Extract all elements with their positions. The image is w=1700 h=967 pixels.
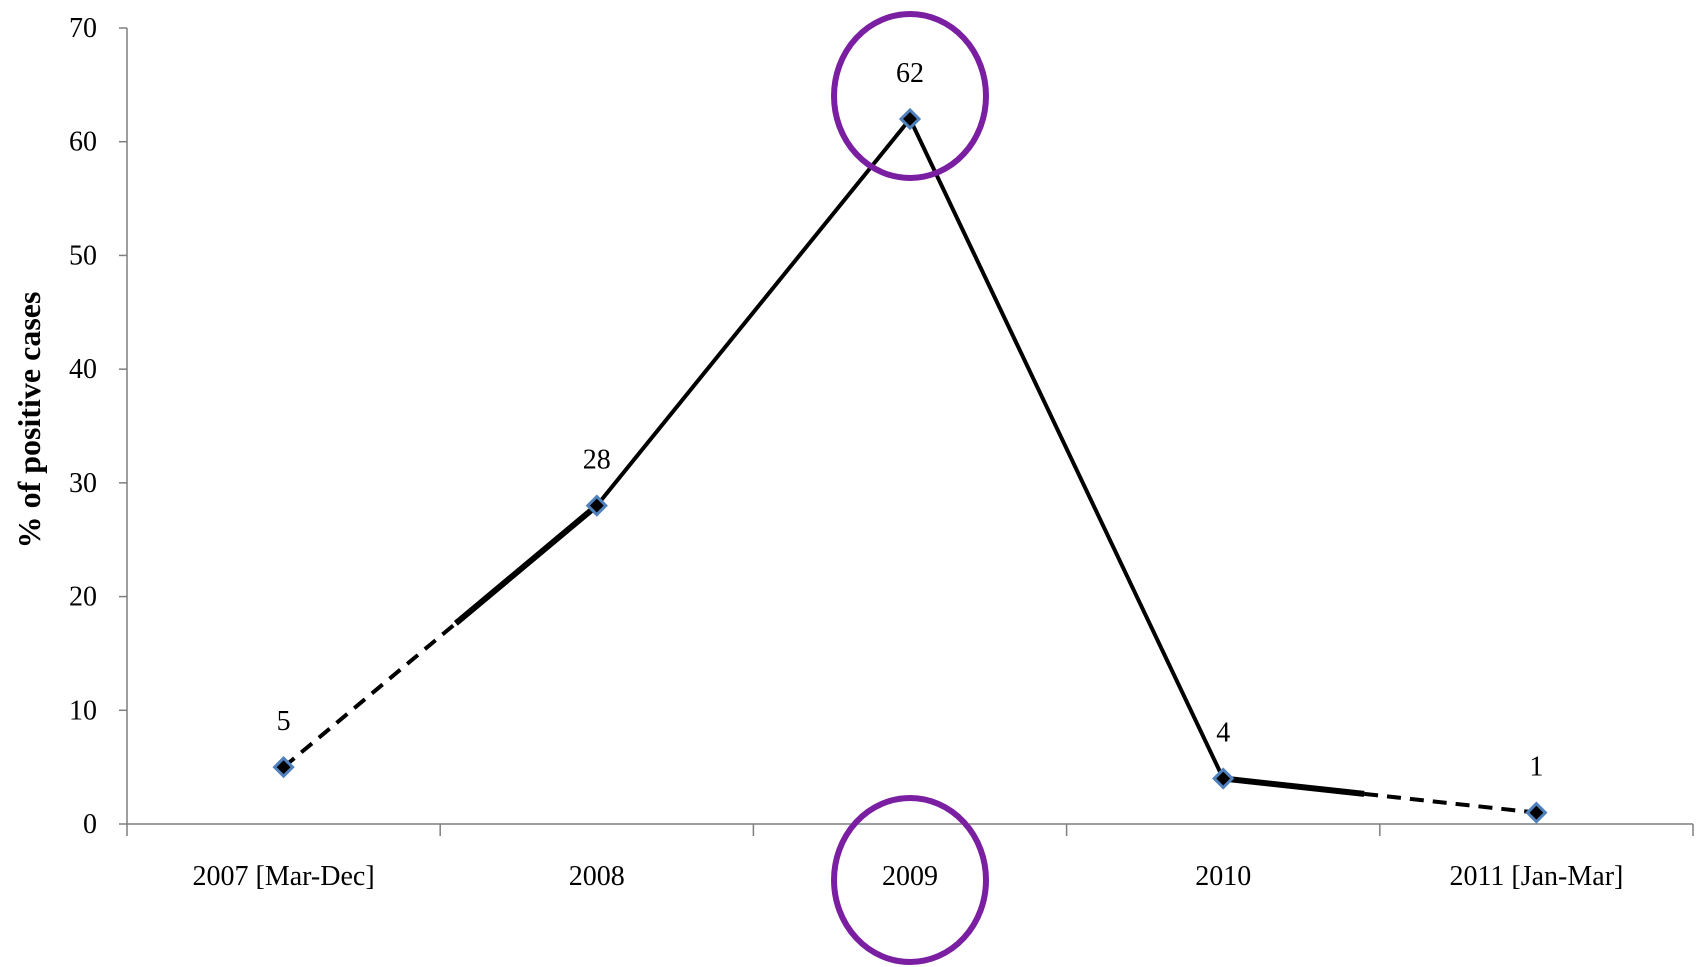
data-point bbox=[898, 107, 922, 131]
data-point bbox=[1212, 767, 1235, 790]
data-points bbox=[272, 107, 1548, 824]
x-tick-label: 2008 bbox=[569, 861, 625, 892]
y-axis-title: % of positive cases bbox=[11, 292, 47, 549]
data-label: 4 bbox=[1216, 718, 1230, 749]
data-label: 5 bbox=[277, 706, 291, 737]
highlight-circle-category bbox=[831, 795, 989, 965]
series-line bbox=[282, 117, 1537, 815]
data-point bbox=[585, 494, 608, 517]
axes bbox=[119, 27, 1694, 836]
line-segment-dashed bbox=[282, 621, 458, 769]
line-segment-solid bbox=[595, 117, 912, 507]
data-point bbox=[1525, 801, 1548, 824]
data-label: 62 bbox=[896, 58, 924, 89]
y-tick-label: 50 bbox=[69, 240, 97, 271]
y-tick-label: 0 bbox=[83, 809, 97, 840]
y-tick-label: 10 bbox=[69, 695, 97, 726]
x-tick-label: 2009 bbox=[882, 861, 938, 892]
x-tick-label: 2011 [Jan-Mar] bbox=[1449, 861, 1623, 892]
y-tick-label: 20 bbox=[69, 582, 97, 613]
y-tick-label: 70 bbox=[69, 13, 97, 44]
y-tick-label: 60 bbox=[69, 127, 97, 158]
data-label: 28 bbox=[583, 445, 611, 476]
data-label: 1 bbox=[1529, 752, 1543, 783]
y-tick-label: 30 bbox=[69, 468, 97, 499]
x-tick-label: 2007 [Mar-Dec] bbox=[193, 861, 375, 892]
highlight-circle-peak bbox=[831, 10, 989, 181]
data-point bbox=[272, 756, 295, 779]
line-segment-dashed bbox=[1363, 791, 1537, 815]
highlight-circles bbox=[831, 10, 989, 965]
y-axis-tick-labels: 0 10 20 30 40 50 60 70 bbox=[69, 13, 97, 840]
y-tick-label: 40 bbox=[69, 354, 97, 385]
data-labels: 5 28 62 4 1 bbox=[277, 58, 1544, 783]
line-segment-solid bbox=[453, 503, 599, 626]
x-axis-tick-labels: 2007 [Mar-Dec] 2008 2009 2010 2011 [Jan-Mar] bbox=[193, 861, 1624, 892]
line-segment-solid bbox=[1222, 775, 1365, 797]
x-tick-label: 2010 bbox=[1195, 861, 1251, 892]
line-segment-solid bbox=[908, 118, 1226, 780]
